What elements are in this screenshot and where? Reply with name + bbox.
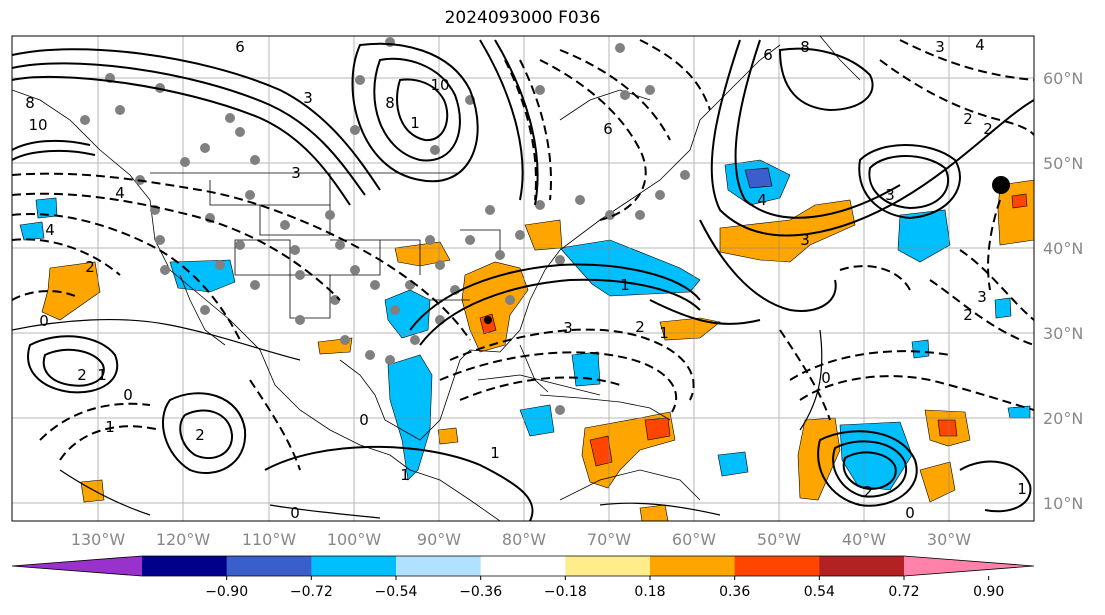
colorbar: −0.90 −0.72 −0.54 −0.36 −0.18 0.18 0.36 0.54 0.7… [11,555,1035,600]
contour-label: 4 [45,221,55,239]
colorbar-segment [311,556,397,576]
contour-label: 0 [821,369,831,387]
contour-label: 1 [490,444,500,462]
contour-label: 2 [963,110,973,128]
map-title: 2024093000 F036 [444,8,601,28]
contour-label: 8 [25,94,35,112]
lat-label: 50°N [1043,154,1083,173]
contour-label: 2 [863,483,873,501]
colorbar-segment [396,556,482,576]
contour-label: 1 [400,466,410,484]
contour-label: 2 [195,426,205,444]
contour-label: 6 [235,38,245,56]
contour-label: 4 [757,191,767,209]
colorbar-tick-label: −0.18 [544,584,587,600]
contour-label: 1 [1017,480,1027,498]
contour-label: 2 [85,258,95,276]
contour-label: 10 [28,116,47,134]
colorbar-segment [819,556,905,576]
colorbar-tick-label: 0.36 [719,584,750,600]
colorbar-outline [11,555,1035,577]
colorbar-segment [142,556,228,576]
colorbar-tick-label: 0.72 [888,584,919,600]
contour-label: 2 [77,366,87,384]
lon-label: 90°W [417,530,461,549]
contour-label: 3 [800,231,810,249]
lon-label: 110°W [242,530,297,549]
latitude-labels: 60°N 50°N 40°N 30°N 20°N 10°N [1043,69,1083,513]
contour-label: 3 [303,89,313,107]
colorbar-segment [480,556,566,576]
contour-label: 0 [123,386,133,404]
solid-contours [12,39,1034,521]
colorbar-segment [734,556,820,576]
contour-label: 10 [430,76,449,94]
colorbar-segment [650,556,736,576]
contour-label: 3 [563,319,573,337]
contour-label: 6 [603,120,613,138]
marker-dot [992,176,1010,194]
contour-label: 3 [935,38,945,56]
lon-label: 60°W [672,530,716,549]
lon-label: 130°W [71,530,126,549]
lon-label: 40°W [842,530,886,549]
colorbar-tick-label: 0.90 [973,584,1004,600]
colorbar-tick-label: −0.54 [375,584,418,600]
lat-label: 20°N [1043,409,1083,428]
contour-label: 1 [97,366,107,384]
zero-contours [12,318,823,519]
contour-labels: 6 10 8 3 1 6 6 8 3 4 4 10 8 3 4 2 4 3 1 … [25,36,1027,522]
contour-label: 4 [975,36,985,54]
contour-label: 4 [115,184,125,202]
lon-label: 70°W [587,530,631,549]
colorbar-extend-low [12,556,142,576]
longitude-labels: 130°W 120°W 110°W 100°W 90°W 80°W 70°W 6… [71,530,971,549]
contour-label: 8 [800,38,810,56]
contour-label: 3 [977,288,987,306]
dashed-contours [12,39,1034,471]
lon-label: 50°W [757,530,801,549]
contour-label: 3 [885,186,895,204]
contour-label: 2 [983,120,993,138]
lat-label: 40°N [1043,239,1083,258]
lat-label: 60°N [1043,69,1083,88]
contour-label: 1 [105,418,115,436]
contour-label: 0 [359,411,369,429]
contour-label: 2 [963,306,973,324]
map-frame [11,35,1035,522]
lon-label: 30°W [927,530,971,549]
colorbar-tick-label: −0.90 [205,584,248,600]
positive-shading [41,177,1034,521]
marker-dot [484,316,492,324]
lon-label: 80°W [502,530,546,549]
colorbar-tick-label: 0.54 [804,584,835,600]
contour-label: 2 [635,318,645,336]
colorbar-tick-label: 0.18 [634,584,665,600]
contour-label: 0 [905,504,915,522]
lon-label: 120°W [156,530,211,549]
lat-label: 30°N [1043,324,1083,343]
contour-label: 0 [39,312,49,330]
map-field: 6 10 8 3 1 6 6 8 3 4 4 10 8 3 4 2 4 3 1 … [12,36,1034,522]
contour-label: 6 [763,46,773,64]
colorbar-extend-high [904,556,1034,576]
colorbar-tick-label: −0.36 [459,584,502,600]
contour-label: 1 [410,114,420,132]
colorbar-segment [226,556,312,576]
contour-label: 3 [291,164,301,182]
lat-label: 10°N [1043,494,1083,513]
contour-label: 1 [620,276,630,294]
colorbar-tick-label: −0.72 [290,584,333,600]
contour-label: 1 [659,324,669,342]
contour-label: 0 [290,504,300,522]
colorbar-segment [565,556,651,576]
lon-label: 100°W [327,530,382,549]
contour-label: 8 [385,94,395,112]
